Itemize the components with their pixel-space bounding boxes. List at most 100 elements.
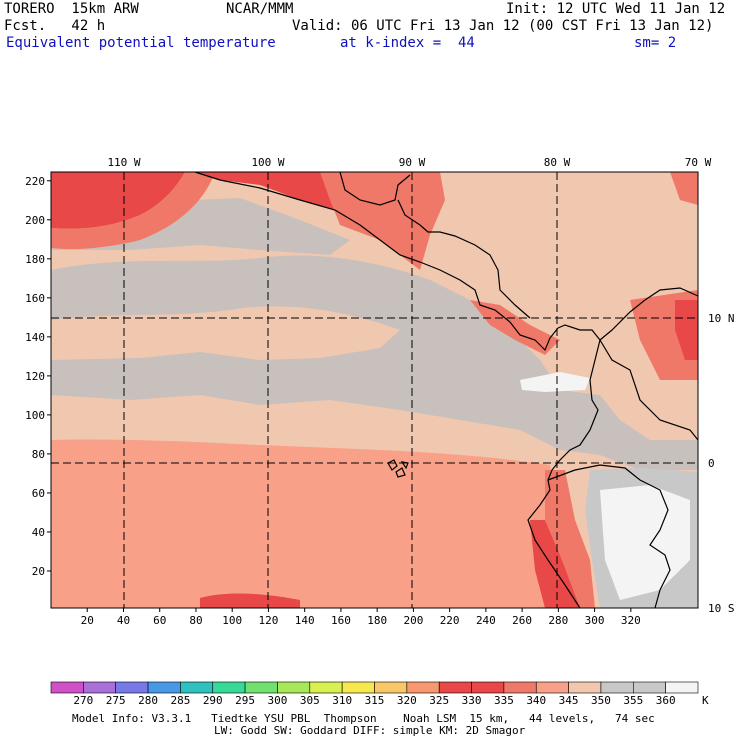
colorbar-swatch (50, 681, 84, 694)
x-tick-label: 100 (222, 614, 242, 627)
x-tick-label: 20 (81, 614, 94, 627)
field-365-venezuela (520, 372, 590, 392)
y-tick-label: 20 (32, 565, 45, 578)
x-tick-label: 180 (367, 614, 387, 627)
colorbar-swatch (535, 681, 569, 694)
colorbar-swatch (600, 681, 634, 694)
colorbar-label: 295 (235, 694, 255, 707)
colorbar-swatch (277, 681, 311, 694)
border-peru-brazil (547, 464, 671, 609)
border-colombia (599, 339, 699, 441)
colorbar: 270 275 280 285 290 295 300 305 310 315 320 325 330 3… (50, 681, 709, 707)
y-tick-label: 40 (32, 526, 45, 539)
colorbar-swatch (568, 681, 602, 694)
field-335-south-spot (200, 593, 300, 608)
coastline-yucatan (339, 171, 411, 206)
x-tick-label: 120 (259, 614, 279, 627)
y-tick-label: 60 (32, 487, 45, 500)
field-340-northeast-top (670, 172, 698, 205)
map-panel (50, 171, 699, 609)
map-frame (50, 171, 699, 609)
colorbar-label: 345 (559, 694, 579, 707)
valid-time: Valid: 06 UTC Fri 13 Jan 12 (00 CST Fri … (292, 18, 714, 34)
coastlines (194, 171, 699, 609)
colorbar-label: 310 (332, 694, 352, 707)
model-name: TORERO 15km ARW (4, 1, 139, 17)
coastline-south-america-north (599, 287, 699, 341)
field-335-peru-coast (530, 520, 580, 608)
y-tick-label: 100 (25, 409, 45, 422)
colorbar-swatch (632, 681, 666, 694)
colorbar-label: 355 (623, 694, 643, 707)
x-tick-label: 160 (331, 614, 351, 627)
colorbar-label: 360 (656, 694, 676, 707)
field-355-north-band (51, 255, 698, 470)
y-tick-label: 140 (25, 331, 45, 344)
x-tick-label: 60 (153, 614, 166, 627)
colorbar-label: 270 (73, 694, 93, 707)
coastline-mexico-central-america (194, 171, 559, 352)
smoothing-info: sm= 2 (634, 35, 677, 51)
level-info: at k-index = 44 (340, 35, 475, 51)
coastline-caribbean-central-america (397, 199, 531, 319)
colorbar-label: 330 (462, 694, 482, 707)
colorbar-swatch (309, 681, 343, 694)
y-tick-label: 200 (25, 214, 45, 227)
colorbar-label: 290 (203, 694, 223, 707)
longitude-label: 80 W (544, 156, 571, 169)
colorbar-label: 340 (526, 694, 546, 707)
model-info-line1: Model Info: V3.3.1 Tiedtke YSU PBL Thomp… (72, 712, 655, 725)
organization: NCAR/MMM (226, 1, 294, 17)
y-tick-label: 120 (25, 370, 45, 383)
y-tick-label: 160 (25, 292, 45, 305)
grid-x-axis: 20 40 60 80 100 120 140 160 180 200 220 240 260 280 30… (81, 608, 641, 627)
y-tick-label: 80 (32, 448, 45, 461)
x-tick-label: 320 (621, 614, 641, 627)
x-tick-label: 260 (512, 614, 532, 627)
field-335-northwest (51, 172, 185, 229)
colorbar-swatch (471, 681, 505, 694)
field-340-northwest-ring (51, 172, 215, 250)
colorbar-label: 325 (429, 694, 449, 707)
colorbar-unit: K (702, 694, 709, 707)
field-340-peru-inland (545, 470, 595, 608)
colorbar-label: 335 (494, 694, 514, 707)
colorbar-label: 280 (138, 694, 158, 707)
colorbar-swatch (83, 681, 116, 694)
field-335-caribbean (675, 300, 698, 360)
graticule (51, 172, 698, 608)
colorbar-label: 320 (397, 694, 417, 707)
field-name: Equivalent potential temperature (6, 35, 276, 51)
longitude-label: 70 W (685, 156, 712, 169)
colorbar-swatch (503, 681, 537, 694)
colorbar-label: 315 (365, 694, 385, 707)
x-tick-label: 80 (189, 614, 202, 627)
colorbar-swatch (438, 681, 472, 694)
colorbar-swatch (147, 681, 181, 694)
colorbar-swatch (244, 681, 278, 694)
field-340-costa-rica (470, 300, 560, 355)
colorbar-swatch (374, 681, 408, 694)
x-tick-label: 200 (403, 614, 423, 627)
field-345-south (51, 439, 575, 608)
model-info-line2: LW: Godd SW: Goddard DIFF: simple KM: 2D… (214, 724, 526, 737)
colorbar-swatch (341, 681, 375, 694)
field-340-central-america (320, 172, 445, 270)
x-tick-label: 280 (548, 614, 568, 627)
colorbar-swatch (115, 681, 149, 694)
coastline-south-america-west (527, 324, 601, 609)
latitude-label: 0 (708, 457, 715, 470)
x-tick-label: 300 (585, 614, 605, 627)
y-tick-label: 220 (25, 175, 45, 188)
longitude-label: 100 W (251, 156, 284, 169)
field-335-mexico (195, 172, 335, 210)
x-tick-label: 140 (295, 614, 315, 627)
colorbar-label: 350 (591, 694, 611, 707)
colorbar-swatch (665, 681, 699, 694)
latitude-label: 10 S (708, 602, 735, 615)
colorbar-label: 275 (106, 694, 126, 707)
colorbar-label: 305 (300, 694, 320, 707)
x-tick-label: 240 (476, 614, 496, 627)
grid-y-axis: 20 40 60 80 100 120 140 160 180 200 220 (25, 175, 51, 578)
